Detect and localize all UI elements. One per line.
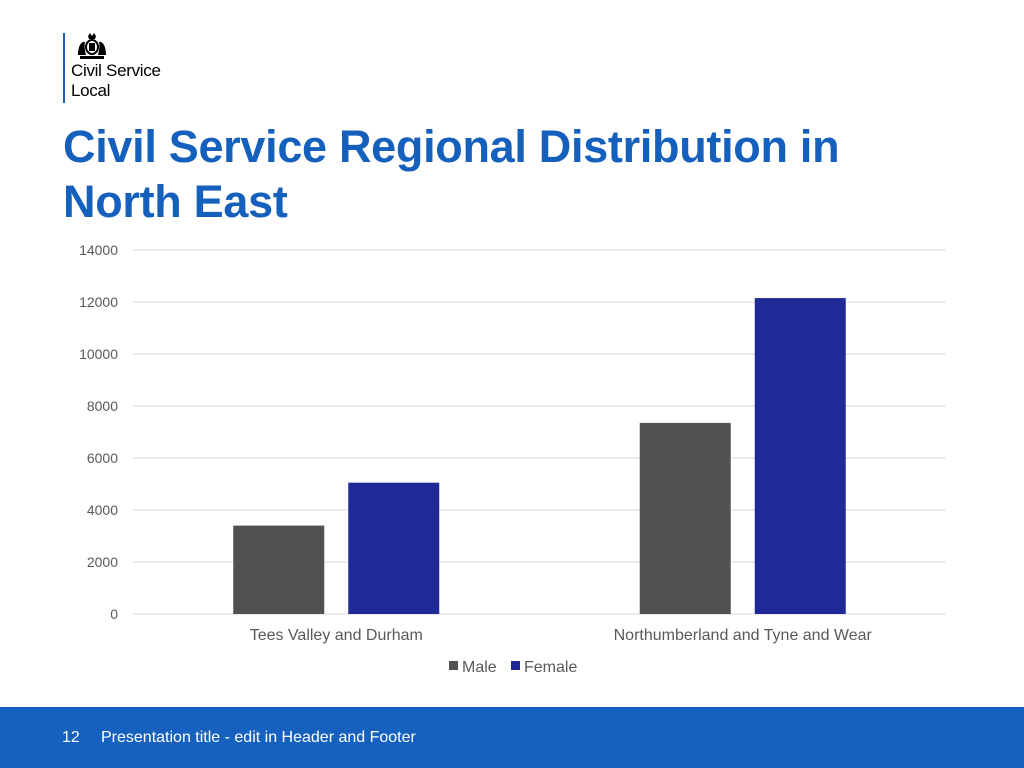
x-category-label: Northumberland and Tyne and Wear <box>614 627 873 644</box>
y-tick-label: 14000 <box>79 242 118 258</box>
footer-text: Presentation title - edit in Header and … <box>101 729 416 746</box>
bar-chart: 0 2000 4000 6000 8000 10000 12000 14000 Tees Val… <box>79 242 946 676</box>
footer-bar: 12 Presentation title - edit in Header a… <box>0 707 1024 768</box>
y-tick-label: 4000 <box>87 502 118 518</box>
bar-female <box>348 482 440 614</box>
legend-swatch-male <box>449 661 458 670</box>
logo-name-line-1: Civil Service <box>71 61 161 80</box>
y-tick-label: 8000 <box>87 398 118 414</box>
y-tick-label: 2000 <box>87 554 118 570</box>
legend-swatch-female <box>511 661 520 670</box>
y-tick-label: 10000 <box>79 346 118 362</box>
bar-male <box>639 422 731 614</box>
page-number: 12 <box>62 729 80 746</box>
legend-label-female: Female <box>524 659 577 676</box>
royal-coat-of-arms-icon <box>78 33 106 59</box>
y-tick-label: 6000 <box>87 450 118 466</box>
civil-service-local-logo: Civil Service Local <box>63 33 161 103</box>
x-category-label: Tees Valley and Durham <box>250 627 423 644</box>
bar-male <box>233 525 325 614</box>
legend-label-male: Male <box>462 659 497 676</box>
y-tick-label: 0 <box>110 606 118 622</box>
y-tick-label: 12000 <box>79 294 118 310</box>
logo-name-line-2: Local <box>71 81 111 100</box>
bar-female <box>754 298 846 614</box>
slide-title: Civil Service Regional Distribution in N… <box>63 121 840 227</box>
